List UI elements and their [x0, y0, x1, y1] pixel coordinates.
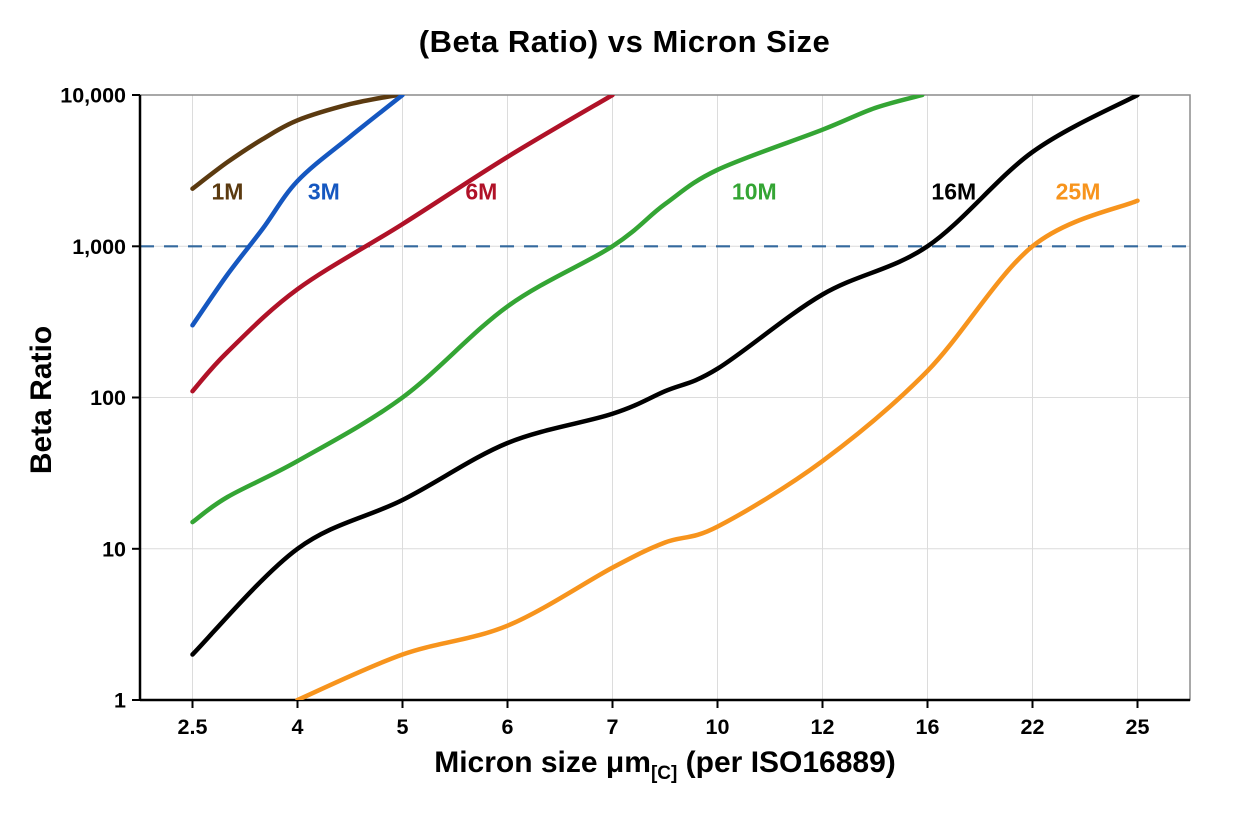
- chart-title: (Beta Ratio) vs Micron Size: [418, 24, 831, 59]
- svg-text:10,000: 10,000: [60, 84, 126, 108]
- svg-text:6: 6: [502, 715, 514, 739]
- svg-text:10: 10: [102, 537, 126, 561]
- series-line-6M: [190, 95, 615, 394]
- x-tick-labels: 2.5 4 5 6 7 10 12 16 22 25: [178, 715, 1150, 739]
- svg-text:4: 4: [292, 715, 304, 739]
- x-axis-title-main: Micron size μm: [434, 746, 651, 779]
- svg-text:10: 10: [706, 715, 730, 739]
- svg-text:25: 25: [1126, 715, 1150, 739]
- svg-text:1,000: 1,000: [72, 235, 126, 259]
- series-line-3M: [190, 95, 405, 328]
- x-axis-title-suffix: (per ISO16889): [677, 746, 896, 779]
- series-line-16M: [190, 95, 1140, 657]
- series-label-3M: 3M: [308, 179, 340, 205]
- svg-text:2.5: 2.5: [178, 715, 208, 739]
- series-line-25M: [295, 198, 1140, 700]
- svg-text:1: 1: [114, 689, 126, 713]
- svg-text:22: 22: [1021, 715, 1045, 739]
- series-label-25M: 25M: [1056, 179, 1101, 205]
- svg-text:100: 100: [90, 386, 126, 410]
- svg-text:16: 16: [916, 715, 940, 739]
- series-label-1M: 1M: [212, 179, 244, 205]
- x-axis-title: Micron size μm[C] (per ISO16889): [140, 746, 1190, 784]
- gridlines: [140, 95, 1190, 700]
- tick-marks: [132, 94, 1139, 708]
- svg-text:7: 7: [607, 715, 619, 739]
- series-line-10M: [190, 95, 925, 525]
- series-label-6M: 6M: [465, 179, 497, 205]
- y-tick-labels: 1 10 100 1,000 10,000: [60, 84, 126, 713]
- series-line-1M: [190, 95, 400, 191]
- y-axis-title: Beta Ratio: [25, 325, 58, 475]
- series-label-10M: 10M: [732, 179, 777, 205]
- svg-text:12: 12: [811, 715, 835, 739]
- svg-text:5: 5: [397, 715, 409, 739]
- series-label-16M: 16M: [931, 179, 976, 205]
- x-axis-title-subscript: [C]: [650, 763, 678, 784]
